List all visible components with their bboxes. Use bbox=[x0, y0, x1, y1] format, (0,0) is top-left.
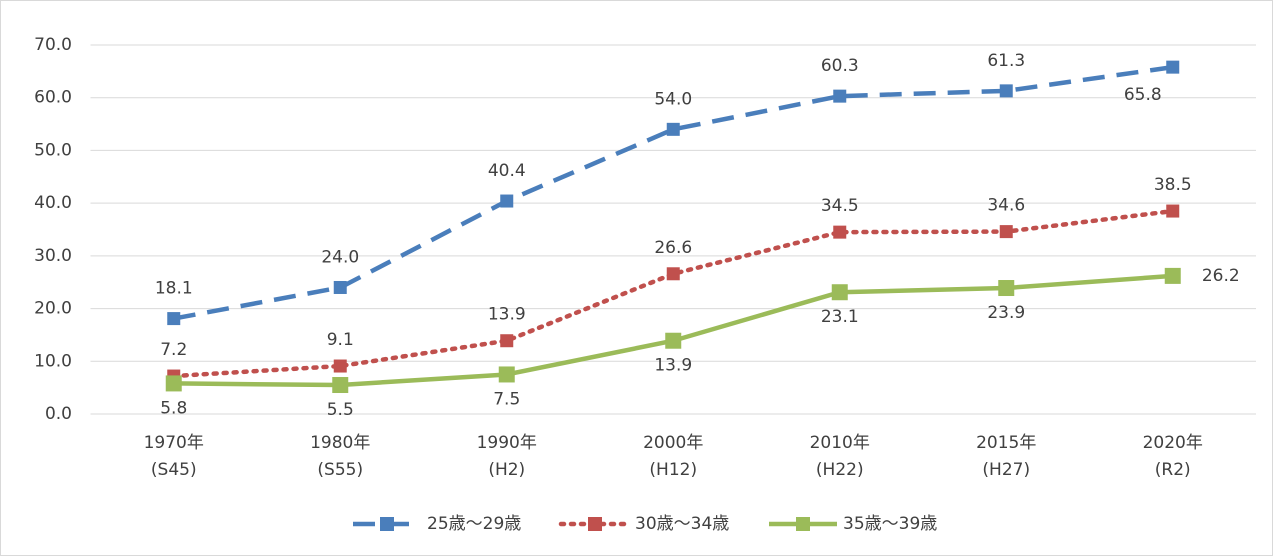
data-label: 9.1 bbox=[327, 330, 354, 350]
y-tick-label: 50.0 bbox=[34, 140, 72, 160]
marker bbox=[500, 194, 514, 208]
legend-marker bbox=[796, 517, 810, 531]
data-label: 26.6 bbox=[654, 238, 692, 258]
data-label: 65.8 bbox=[1124, 85, 1162, 105]
data-label: 40.4 bbox=[488, 161, 526, 181]
marker bbox=[831, 284, 848, 301]
marker bbox=[332, 377, 349, 394]
marker bbox=[165, 375, 182, 392]
data-label: 24.0 bbox=[321, 247, 359, 267]
marker bbox=[333, 280, 347, 294]
data-label: 7.5 bbox=[493, 389, 520, 409]
data-label: 5.5 bbox=[327, 400, 354, 420]
y-tick-label: 20.0 bbox=[34, 299, 72, 319]
legend-marker bbox=[588, 517, 602, 531]
legend-marker bbox=[380, 517, 394, 531]
legend-label: 35歳～39歳 bbox=[843, 514, 937, 534]
marker bbox=[498, 366, 515, 383]
marker bbox=[1166, 60, 1180, 74]
marker bbox=[833, 89, 847, 103]
data-label: 23.1 bbox=[821, 307, 859, 327]
marker bbox=[333, 359, 347, 373]
data-label: 26.2 bbox=[1202, 266, 1240, 286]
data-label: 34.5 bbox=[821, 196, 859, 216]
data-label: 13.9 bbox=[488, 305, 526, 325]
y-tick-label: 10.0 bbox=[34, 351, 72, 371]
marker bbox=[833, 225, 847, 239]
data-label: 5.8 bbox=[160, 398, 187, 418]
y-tick-label: 70.0 bbox=[34, 35, 72, 55]
x-tick-label: 2020年(R2) bbox=[1143, 433, 1203, 480]
data-label: 54.0 bbox=[654, 89, 692, 109]
data-label: 7.2 bbox=[160, 340, 187, 360]
data-label: 13.9 bbox=[654, 356, 692, 376]
x-tick-label: 1970年(S45) bbox=[144, 433, 204, 480]
legend-label: 30歳～34歳 bbox=[635, 514, 729, 534]
x-tick-label: 2000年(H12) bbox=[643, 433, 703, 480]
y-tick-label: 60.0 bbox=[34, 88, 72, 108]
marker bbox=[666, 122, 680, 136]
data-label: 60.3 bbox=[821, 56, 859, 76]
marker bbox=[665, 332, 682, 349]
marker bbox=[1164, 267, 1181, 284]
y-tick-label: 30.0 bbox=[34, 246, 72, 266]
x-tick-label: 1990年(H2) bbox=[477, 433, 537, 480]
marker bbox=[999, 84, 1013, 98]
data-label: 18.1 bbox=[155, 279, 193, 299]
data-label: 38.5 bbox=[1154, 175, 1192, 195]
marker bbox=[998, 280, 1015, 297]
y-tick-label: 0.0 bbox=[45, 404, 72, 424]
marker bbox=[1166, 204, 1180, 218]
marker bbox=[500, 334, 514, 348]
marker bbox=[167, 312, 181, 326]
data-label: 61.3 bbox=[987, 51, 1025, 71]
marker bbox=[999, 225, 1013, 239]
x-tick-label: 2010年(H22) bbox=[810, 433, 870, 480]
data-label: 23.9 bbox=[987, 303, 1025, 323]
marker bbox=[666, 267, 680, 281]
legend-label: 25歳～29歳 bbox=[427, 514, 521, 534]
x-tick-label: 2015年(H27) bbox=[976, 433, 1036, 480]
data-label: 34.6 bbox=[987, 196, 1025, 216]
x-tick-label: 1980年(S55) bbox=[310, 433, 370, 480]
y-tick-label: 40.0 bbox=[34, 193, 72, 213]
